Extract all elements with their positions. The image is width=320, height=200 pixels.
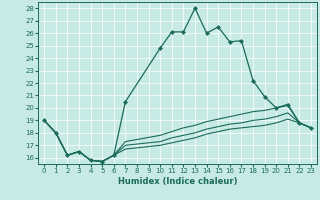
X-axis label: Humidex (Indice chaleur): Humidex (Indice chaleur)	[118, 177, 237, 186]
